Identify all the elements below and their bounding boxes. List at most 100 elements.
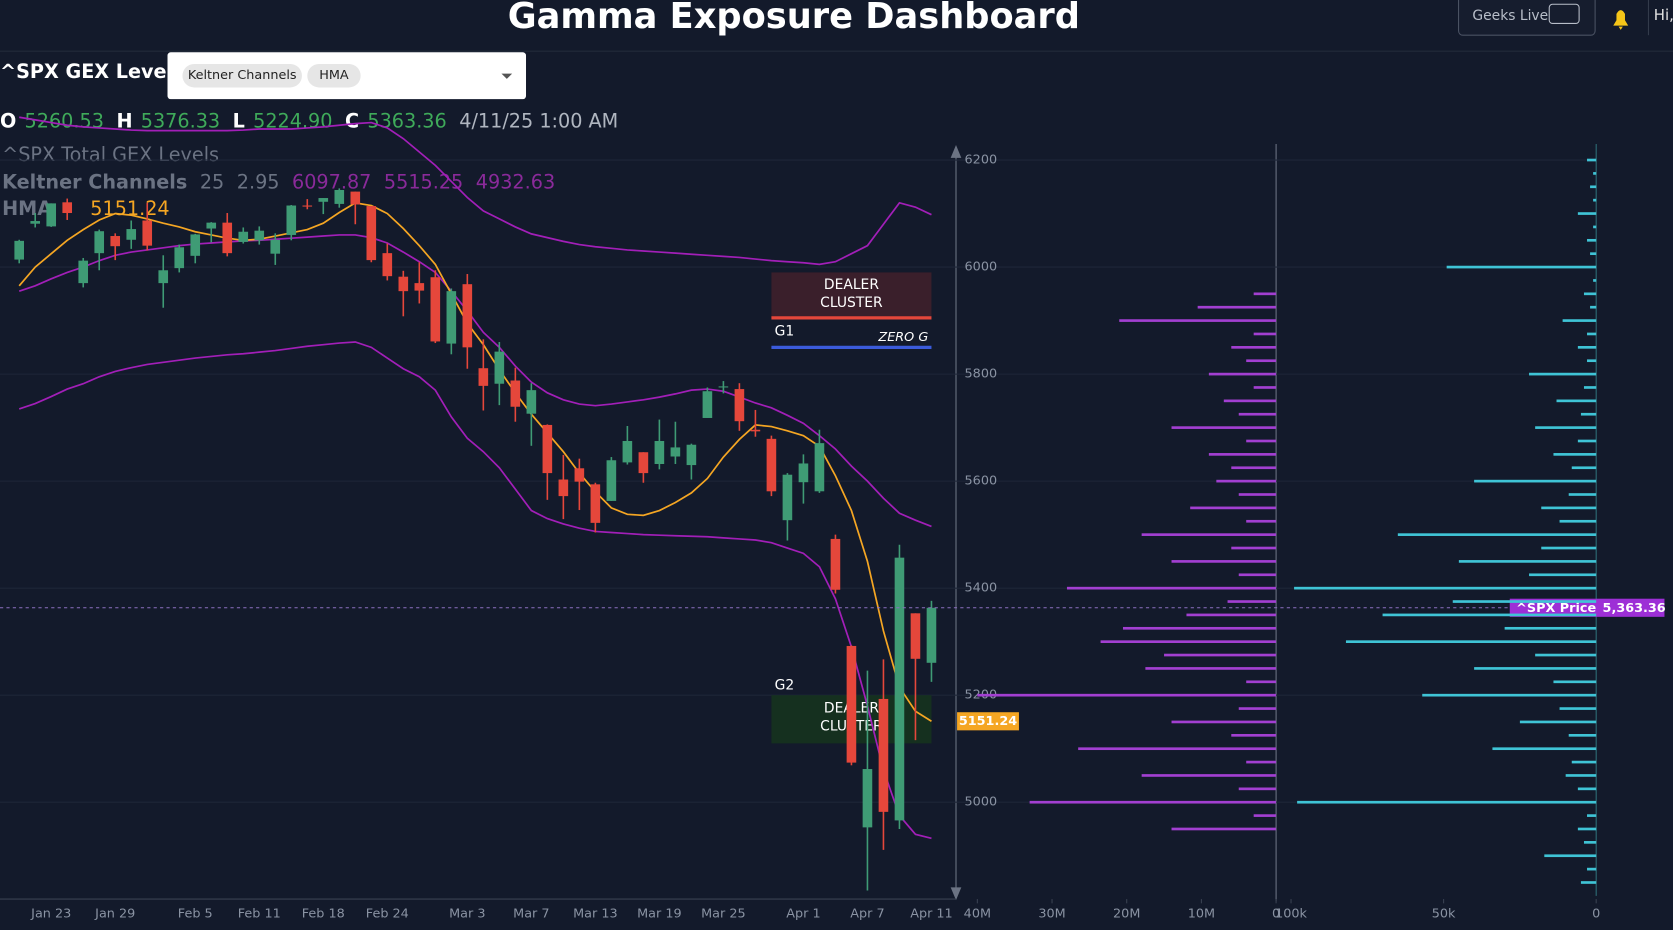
dropdown-caret[interactable]	[501, 73, 513, 79]
candle-body	[814, 443, 825, 492]
candle-body	[206, 222, 217, 229]
gex-bar	[1246, 760, 1277, 764]
gex-bar	[1587, 814, 1597, 817]
gex-bar	[1587, 867, 1597, 871]
candle-body	[174, 247, 185, 269]
candle-body	[622, 440, 633, 463]
gex-bar	[1029, 800, 1277, 804]
gex-bar	[1474, 479, 1597, 483]
candle-body	[414, 283, 425, 291]
annotation-label: G1	[775, 323, 795, 339]
legend-value: 6097.87	[292, 170, 371, 193]
candle-body	[558, 479, 569, 497]
gex-bar	[1422, 693, 1597, 697]
candle-body	[734, 389, 745, 422]
candle-body	[238, 231, 249, 242]
candle-body	[494, 351, 505, 384]
candle-body	[30, 221, 41, 224]
x-tick-label: Feb 11	[238, 907, 281, 922]
price-badge-text: ^SPX Price 5,363.36	[1516, 600, 1666, 615]
candle-body	[446, 291, 457, 344]
live-button[interactable]: Geeks Live	[1458, 0, 1596, 36]
x-tick-label: Mar 7	[513, 907, 549, 922]
chip[interactable]	[182, 63, 302, 88]
candle-body	[750, 429, 761, 432]
price-badge-value: 5,363.36	[1603, 600, 1666, 615]
x-tick-label: 100k	[1275, 907, 1307, 922]
ohlc-time: 4/11/25 1:00 AM	[459, 109, 618, 132]
legend-name: Keltner Channels	[2, 170, 187, 193]
live-button-box[interactable]	[1458, 0, 1596, 36]
chart-title: ^SPX Total GEX Levels	[2, 143, 219, 166]
live-icon[interactable]	[1548, 3, 1580, 24]
y-tick-label: 6200	[965, 153, 998, 168]
candle-body	[718, 386, 729, 388]
keltner-legend: Keltner Channels 25 2.95 6097.87 5515.25…	[2, 170, 555, 193]
gex-bar	[1238, 493, 1277, 496]
candle-body	[638, 452, 649, 474]
annotation-label: G2	[775, 678, 795, 694]
x-tick-label: Mar 13	[573, 907, 618, 922]
candle-body	[894, 557, 905, 821]
candle-body	[910, 613, 921, 659]
gex-bar	[1246, 439, 1277, 443]
legend-value: 4932.63	[476, 170, 555, 193]
chip-label[interactable]: HMA	[319, 68, 349, 83]
x-tick-label: 50k	[1432, 907, 1456, 922]
gex-bar	[1171, 827, 1277, 831]
gex-bar	[1145, 667, 1277, 670]
ohlc-value: 5376.33	[141, 109, 220, 132]
annotation-label: ZERO G	[877, 330, 928, 345]
candle-body	[830, 538, 841, 590]
candle-body	[542, 424, 553, 474]
x-tick-label: Mar 25	[701, 907, 746, 922]
notification-bell[interactable]	[1613, 10, 1629, 30]
gex-bar	[1246, 680, 1277, 684]
ohlc-value: 5224.90	[253, 109, 332, 132]
candle-body	[46, 203, 57, 227]
gex-bar	[1529, 573, 1597, 577]
gex-bar	[1535, 426, 1597, 429]
indicator-dropdown[interactable]: Keltner Channels HMA	[167, 52, 527, 100]
candle-body	[94, 231, 105, 254]
candle-body	[766, 438, 777, 492]
x-tick-label: Apr 7	[850, 907, 884, 922]
candle-body	[926, 607, 937, 663]
gex-bar	[1171, 720, 1277, 724]
candle-body	[478, 368, 489, 386]
live-button-label[interactable]: Geeks Live	[1472, 8, 1548, 24]
keltner-line	[19, 116, 932, 266]
gex-bar	[1590, 185, 1597, 189]
keltner-line	[18, 341, 932, 840]
gex-bar	[1238, 573, 1277, 577]
gex-bar	[1580, 881, 1597, 884]
page-title: Gamma Exposure Dashboard	[508, 0, 1080, 37]
candle-body	[78, 260, 89, 284]
gex-bar	[1587, 238, 1597, 242]
x-tick-label: Jan 29	[94, 907, 135, 922]
legend-name: HMA	[2, 197, 52, 220]
candle-body	[702, 391, 713, 418]
gex-bar	[1197, 305, 1277, 309]
y-tick-label: 5000	[965, 795, 998, 810]
gex-bar	[1593, 198, 1597, 202]
gex-bar	[1580, 412, 1597, 416]
gex-bar	[1553, 680, 1597, 684]
gex-bar	[1190, 506, 1277, 510]
gex-bar	[1238, 787, 1277, 791]
gex-bar	[1141, 774, 1277, 777]
hma-axis-label: 5151.24	[959, 714, 1017, 729]
y-tick-label: 5400	[965, 581, 998, 596]
ohlc-letter: L	[233, 109, 245, 132]
gex-bar	[1474, 667, 1597, 670]
gex-bar	[1078, 747, 1277, 751]
legend-param: 2.95	[237, 170, 280, 193]
candle-body	[142, 220, 153, 246]
chip[interactable]	[307, 63, 361, 88]
gex-bar	[1345, 640, 1597, 644]
gex-bar	[1577, 439, 1597, 443]
chip-label[interactable]: Keltner Channels	[188, 68, 297, 83]
gex-bar	[1253, 814, 1277, 817]
candle-body	[510, 380, 521, 407]
